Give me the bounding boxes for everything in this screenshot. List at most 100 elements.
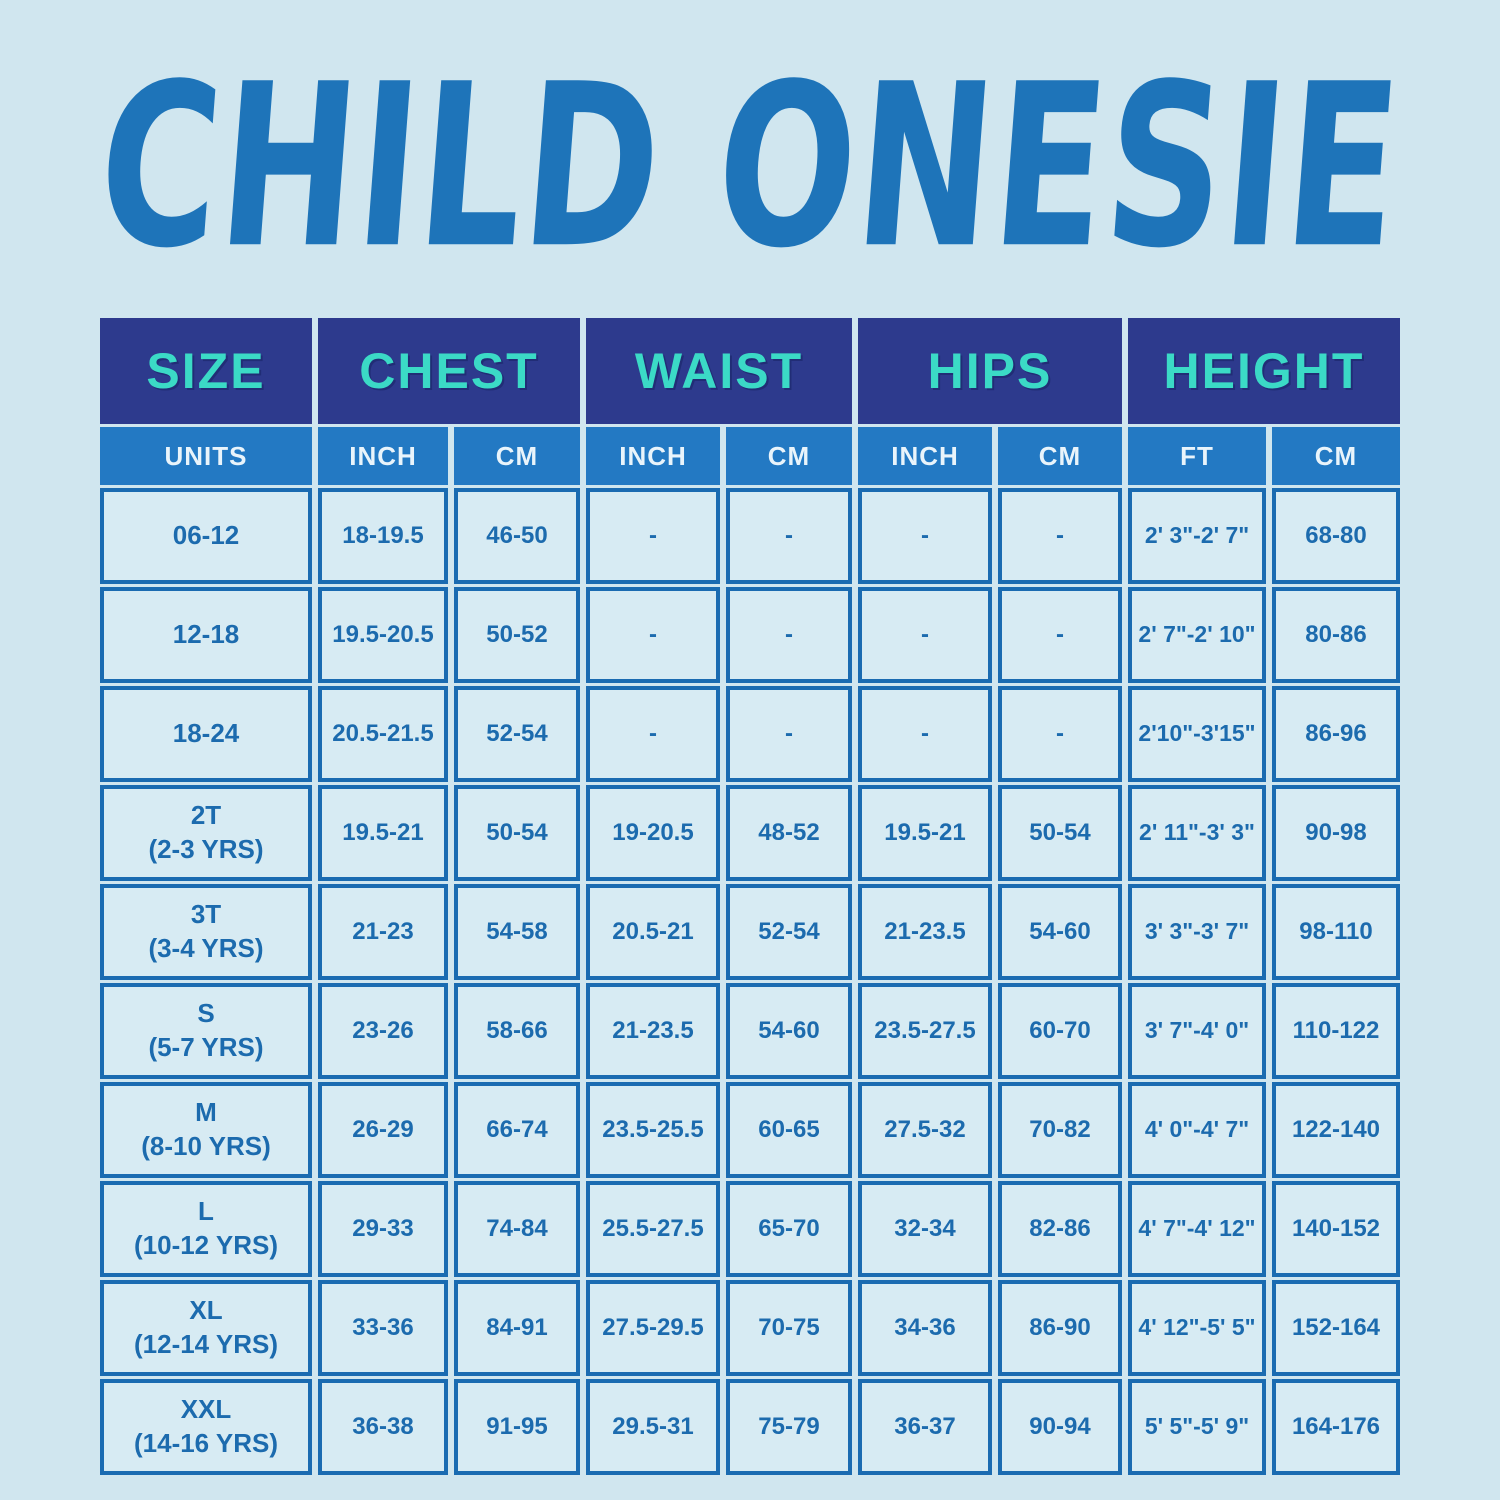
table-cell: 98-110 (1272, 884, 1400, 980)
table-cell: 164-176 (1272, 1379, 1400, 1475)
table-cell: 26-29 (318, 1082, 448, 1178)
table-cell: 29-33 (318, 1181, 448, 1277)
table-cell: 152-164 (1272, 1280, 1400, 1376)
table-cell: 80-86 (1272, 587, 1400, 683)
page-header: CHILD ONESIE (0, 0, 1500, 318)
table-cell: 90-98 (1272, 785, 1400, 881)
table-cell: 2' 3"-2' 7" (1128, 488, 1266, 584)
table-cell: - (586, 686, 720, 782)
table-cell: 86-90 (998, 1280, 1122, 1376)
column-header-units: UNITS (100, 427, 312, 485)
size-cell: 12-18 (100, 587, 312, 683)
table-cell: 19.5-21 (858, 785, 992, 881)
table-cell: 23.5-27.5 (858, 983, 992, 1079)
table-cell: - (858, 488, 992, 584)
table-cell: 19.5-21 (318, 785, 448, 881)
table-cell: 27.5-32 (858, 1082, 992, 1178)
size-age-label: (5-7 YRS) (148, 1032, 264, 1062)
table-cell: 5' 5"-5' 9" (1128, 1379, 1266, 1475)
size-age-label: (10-12 YRS) (133, 1230, 279, 1260)
table-cell: 86-96 (1272, 686, 1400, 782)
column-group-size: SIZE (100, 318, 312, 424)
table-cell: 33-36 (318, 1280, 448, 1376)
table-cell: 66-74 (454, 1082, 580, 1178)
size-cell: 2T (2-3 YRS) (100, 785, 312, 881)
column-header-chest-cm: CM (454, 427, 580, 485)
table-cell: 74-84 (454, 1181, 580, 1277)
size-label: 2T (190, 800, 222, 831)
column-group-waist: WAIST (586, 318, 852, 424)
size-cell: 06-12 (100, 488, 312, 584)
table-cell: 27.5-29.5 (586, 1280, 720, 1376)
table-cell: 46-50 (454, 488, 580, 584)
column-header-chest-inch: INCH (318, 427, 448, 485)
table-cell: 4' 12"-5' 5" (1128, 1280, 1266, 1376)
table-cell: - (858, 587, 992, 683)
table-cell: 52-54 (454, 686, 580, 782)
table-cell: 36-38 (318, 1379, 448, 1475)
table-cell: 50-54 (454, 785, 580, 881)
size-cell: XL (12-14 YRS) (100, 1280, 312, 1376)
table-cell: - (726, 686, 852, 782)
size-age-label: (3-4 YRS) (148, 933, 264, 963)
table-cell: 21-23.5 (858, 884, 992, 980)
table-cell: 32-34 (858, 1181, 992, 1277)
size-cell: 3T (3-4 YRS) (100, 884, 312, 980)
table-cell: 50-54 (998, 785, 1122, 881)
size-label: XL (189, 1295, 223, 1326)
table-cell: 19-20.5 (586, 785, 720, 881)
table-cell: - (726, 488, 852, 584)
table-cell: - (586, 488, 720, 584)
table-cell: 110-122 (1272, 983, 1400, 1079)
size-cell: M (8-10 YRS) (100, 1082, 312, 1178)
table-cell: 29.5-31 (586, 1379, 720, 1475)
table-cell: 2' 11"-3' 3" (1128, 785, 1266, 881)
table-cell: - (998, 686, 1122, 782)
table-cell: 84-91 (454, 1280, 580, 1376)
table-cell: 20.5-21 (586, 884, 720, 980)
table-cell: - (586, 587, 720, 683)
size-label: 12-18 (172, 619, 240, 650)
table-cell: 18-19.5 (318, 488, 448, 584)
table-cell: 70-75 (726, 1280, 852, 1376)
table-cell: 60-65 (726, 1082, 852, 1178)
table-cell: 82-86 (998, 1181, 1122, 1277)
table-cell: 90-94 (998, 1379, 1122, 1475)
column-header-height-cm: CM (1272, 427, 1400, 485)
table-cell: 25.5-27.5 (586, 1181, 720, 1277)
table-cell: - (726, 587, 852, 683)
size-age-label: (8-10 YRS) (141, 1131, 271, 1161)
table-cell: 75-79 (726, 1379, 852, 1475)
table-cell: 21-23.5 (586, 983, 720, 1079)
table-cell: 3' 7"-4' 0" (1128, 983, 1266, 1079)
table-cell: 58-66 (454, 983, 580, 1079)
column-header-waist-cm: CM (726, 427, 852, 485)
table-cell: 34-36 (858, 1280, 992, 1376)
page-title: CHILD ONESIE (90, 35, 1410, 297)
table-cell: 140-152 (1272, 1181, 1400, 1277)
table-cell: 60-70 (998, 983, 1122, 1079)
table-cell: 23.5-25.5 (586, 1082, 720, 1178)
size-label: 18-24 (172, 718, 240, 749)
table-cell: 2' 7"-2' 10" (1128, 587, 1266, 683)
table-cell: 21-23 (318, 884, 448, 980)
table-cell: 50-52 (454, 587, 580, 683)
size-cell: L (10-12 YRS) (100, 1181, 312, 1277)
column-header-waist-inch: INCH (586, 427, 720, 485)
size-label: L (198, 1196, 214, 1227)
size-label: S (197, 998, 215, 1029)
table-cell: 91-95 (454, 1379, 580, 1475)
table-cell: 65-70 (726, 1181, 852, 1277)
column-header-height-ft: FT (1128, 427, 1266, 485)
size-cell: S (5-7 YRS) (100, 983, 312, 1079)
column-group-hips: HIPS (858, 318, 1122, 424)
size-chart-table: SIZE CHEST WAIST HIPS HEIGHT UNITS INCH … (100, 318, 1400, 1475)
table-cell: - (998, 587, 1122, 683)
table-cell: 48-52 (726, 785, 852, 881)
size-age-label: (12-14 YRS) (133, 1329, 279, 1359)
table-cell: 20.5-21.5 (318, 686, 448, 782)
table-cell: 3' 3"-3' 7" (1128, 884, 1266, 980)
column-group-chest: CHEST (318, 318, 580, 424)
size-label: 06-12 (172, 520, 240, 551)
table-cell: 4' 0"-4' 7" (1128, 1082, 1266, 1178)
